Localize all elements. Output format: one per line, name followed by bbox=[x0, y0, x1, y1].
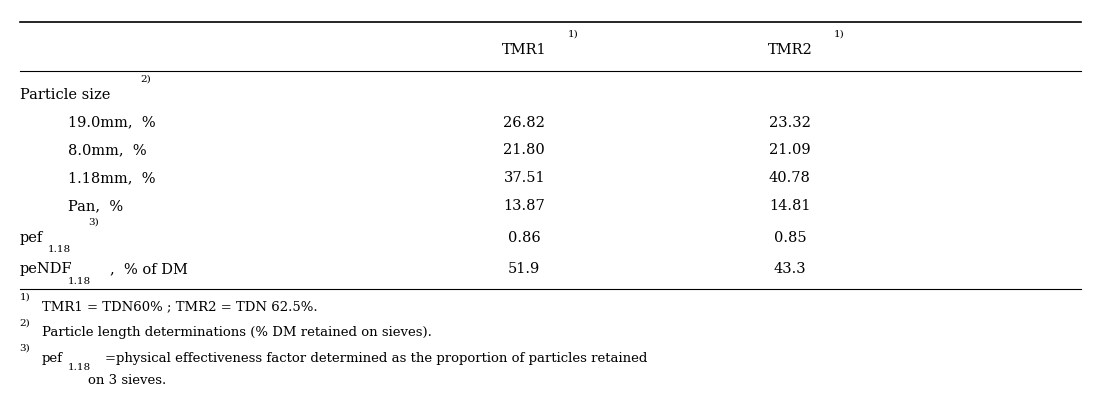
Text: 0.85: 0.85 bbox=[773, 230, 806, 245]
Text: on 3 sieves.: on 3 sieves. bbox=[88, 374, 166, 386]
Text: pef: pef bbox=[20, 230, 43, 245]
Text: Particle size: Particle size bbox=[20, 88, 110, 102]
Text: 1.18: 1.18 bbox=[68, 363, 91, 371]
Text: 19.0mm,  %: 19.0mm, % bbox=[68, 116, 156, 130]
Text: 13.87: 13.87 bbox=[504, 199, 545, 213]
Text: 51.9: 51.9 bbox=[508, 262, 541, 276]
Text: 1.18: 1.18 bbox=[48, 245, 71, 254]
Text: 26.82: 26.82 bbox=[504, 116, 545, 130]
Text: 1): 1) bbox=[834, 29, 845, 38]
Text: Pan,  %: Pan, % bbox=[68, 199, 123, 213]
Text: 37.51: 37.51 bbox=[504, 171, 545, 185]
Text: pef: pef bbox=[42, 352, 63, 365]
Text: TMR1 = TDN60% ; TMR2 = TDN 62.5%.: TMR1 = TDN60% ; TMR2 = TDN 62.5%. bbox=[42, 301, 317, 313]
Text: peNDF: peNDF bbox=[20, 262, 72, 276]
Text: =physical effectiveness factor determined as the proportion of particles retaine: =physical effectiveness factor determine… bbox=[105, 352, 647, 365]
Text: TMR1: TMR1 bbox=[502, 42, 546, 57]
Text: 2): 2) bbox=[140, 75, 151, 84]
Text: 1.18mm,  %: 1.18mm, % bbox=[68, 171, 156, 185]
Text: 23.32: 23.32 bbox=[769, 116, 811, 130]
Text: 0.86: 0.86 bbox=[508, 230, 541, 245]
Text: 1.18: 1.18 bbox=[68, 277, 91, 286]
Text: 1): 1) bbox=[20, 293, 31, 301]
Text: 3): 3) bbox=[20, 344, 31, 353]
Text: 21.80: 21.80 bbox=[504, 143, 545, 158]
Text: 8.0mm,  %: 8.0mm, % bbox=[68, 143, 147, 158]
Text: ,  % of DM: , % of DM bbox=[110, 262, 188, 276]
Text: 1): 1) bbox=[568, 29, 579, 38]
Text: 43.3: 43.3 bbox=[773, 262, 806, 276]
Text: 14.81: 14.81 bbox=[769, 199, 811, 213]
Text: 2): 2) bbox=[20, 318, 31, 327]
Text: 21.09: 21.09 bbox=[769, 143, 811, 158]
Text: Particle length determinations (% DM retained on sieves).: Particle length determinations (% DM ret… bbox=[42, 326, 431, 339]
Text: 40.78: 40.78 bbox=[769, 171, 811, 185]
Text: TMR2: TMR2 bbox=[768, 42, 812, 57]
Text: 3): 3) bbox=[88, 217, 99, 226]
